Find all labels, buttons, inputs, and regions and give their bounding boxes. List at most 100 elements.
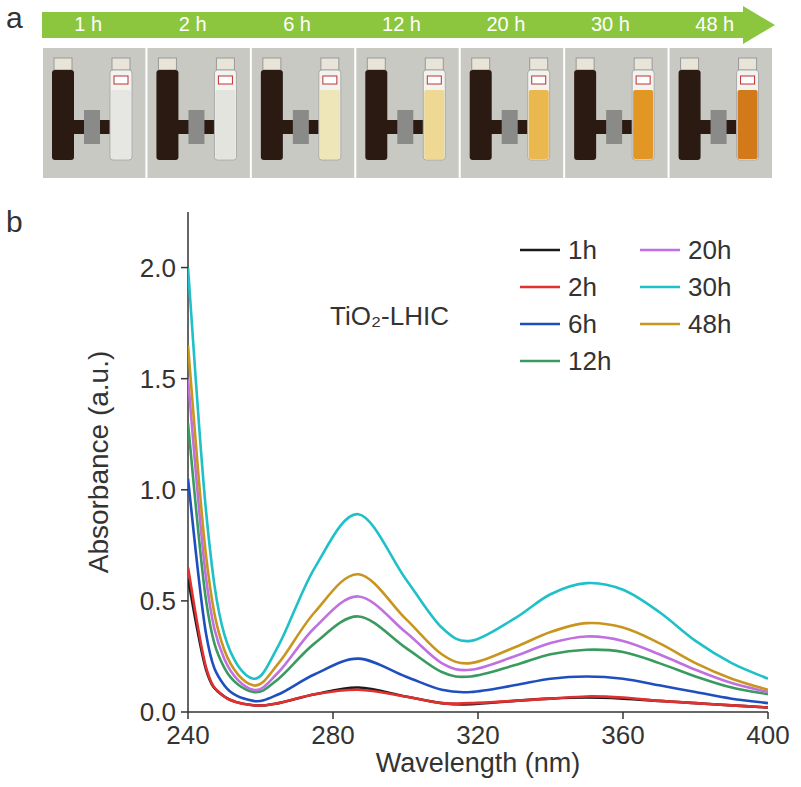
x-axis-title: Wavelength (nm) — [376, 748, 581, 778]
cell-left — [365, 70, 387, 160]
legend-label: 6h — [568, 309, 597, 339]
x-tick-label: 360 — [601, 720, 644, 750]
legend: 1h 2h 6h 12h 20h 30h 48h — [520, 235, 731, 376]
solution — [738, 90, 758, 159]
tag — [741, 76, 755, 84]
cell-right — [423, 70, 445, 160]
photo-background — [252, 48, 354, 178]
legend-swatch — [520, 249, 560, 252]
x-tick — [187, 712, 189, 719]
x-tick — [767, 712, 769, 719]
solution — [529, 90, 549, 159]
solution — [111, 90, 131, 159]
cell-right — [632, 70, 654, 160]
time-arrow — [42, 6, 775, 44]
legend-label: 48h — [688, 309, 731, 339]
cell-right — [528, 70, 550, 160]
solution — [320, 90, 340, 159]
series-line — [188, 345, 768, 689]
x-tick-label: 280 — [311, 720, 354, 750]
y-tick — [181, 489, 188, 491]
cap — [576, 58, 594, 70]
cell-left — [470, 70, 492, 160]
legend-label: 30h — [688, 272, 731, 302]
photo — [43, 48, 145, 178]
x-tick — [622, 712, 624, 719]
x-tick-label: 320 — [456, 720, 499, 750]
y-tick — [181, 600, 188, 602]
y-axis-title: Absorbance (a.u.) — [83, 351, 114, 574]
series-line — [188, 268, 768, 679]
cell-left — [261, 70, 283, 160]
clamp — [293, 110, 309, 144]
cap — [425, 58, 443, 70]
photo-background — [147, 48, 249, 178]
cell-left — [156, 70, 178, 160]
cap — [530, 58, 548, 70]
y-tick — [181, 711, 188, 713]
photo-background — [670, 48, 772, 178]
legend-label: 1h — [568, 235, 597, 265]
cap — [158, 58, 176, 70]
cap — [739, 58, 757, 70]
cap — [263, 58, 281, 70]
y-tick-label: 1.5 — [140, 364, 176, 394]
cap — [472, 58, 490, 70]
photo — [147, 48, 249, 178]
panel-label: b — [6, 205, 23, 238]
cell-left — [52, 70, 74, 160]
cell-left — [574, 70, 596, 160]
time-label: 2 h — [179, 13, 207, 35]
clamp — [711, 110, 727, 144]
x-tick-label: 400 — [746, 720, 789, 750]
legend-label: 12h — [568, 346, 611, 376]
cell-right — [319, 70, 341, 160]
y-tick — [181, 378, 188, 380]
cap — [634, 58, 652, 70]
photo-background — [565, 48, 667, 178]
clamp — [606, 110, 622, 144]
legend-label: 2h — [568, 272, 597, 302]
photo — [670, 48, 772, 178]
photo — [461, 48, 563, 178]
legend-swatch — [640, 249, 680, 252]
solution — [633, 90, 653, 159]
cap — [367, 58, 385, 70]
series-group — [188, 268, 768, 708]
tag — [532, 76, 546, 84]
cap — [681, 58, 699, 70]
series-line — [188, 379, 768, 692]
y-tick-label: 1.0 — [140, 475, 176, 505]
y-tick-label: 0.0 — [140, 697, 176, 727]
cap — [54, 58, 72, 70]
photo-background — [356, 48, 458, 178]
tag — [114, 76, 128, 84]
y-tick — [181, 267, 188, 269]
panel-label: a — [6, 1, 23, 34]
time-label: 1 h — [74, 13, 102, 35]
cap — [216, 58, 234, 70]
legend-swatch — [520, 286, 560, 289]
legend-swatch — [640, 286, 680, 289]
photo-background — [43, 48, 145, 178]
cell-right — [737, 70, 759, 160]
photo-background — [461, 48, 563, 178]
cap — [112, 58, 130, 70]
legend-label: 20h — [688, 235, 731, 265]
tag — [427, 76, 441, 84]
tag — [218, 76, 232, 84]
photo — [252, 48, 354, 178]
figure: a1 h2 h6 h12 h20 h30 h48 hb2402803203604… — [0, 0, 801, 787]
cell-right — [214, 70, 236, 160]
cap — [321, 58, 339, 70]
x-tick — [332, 712, 334, 719]
photo — [565, 48, 667, 178]
photo — [356, 48, 458, 178]
clamp — [502, 110, 518, 144]
time-label: 6 h — [283, 13, 311, 35]
sample-label: TiO₂-LHIC — [330, 301, 449, 331]
time-label: 12 h — [382, 13, 421, 35]
solution — [215, 90, 235, 159]
tag — [323, 76, 337, 84]
solution — [424, 90, 444, 159]
